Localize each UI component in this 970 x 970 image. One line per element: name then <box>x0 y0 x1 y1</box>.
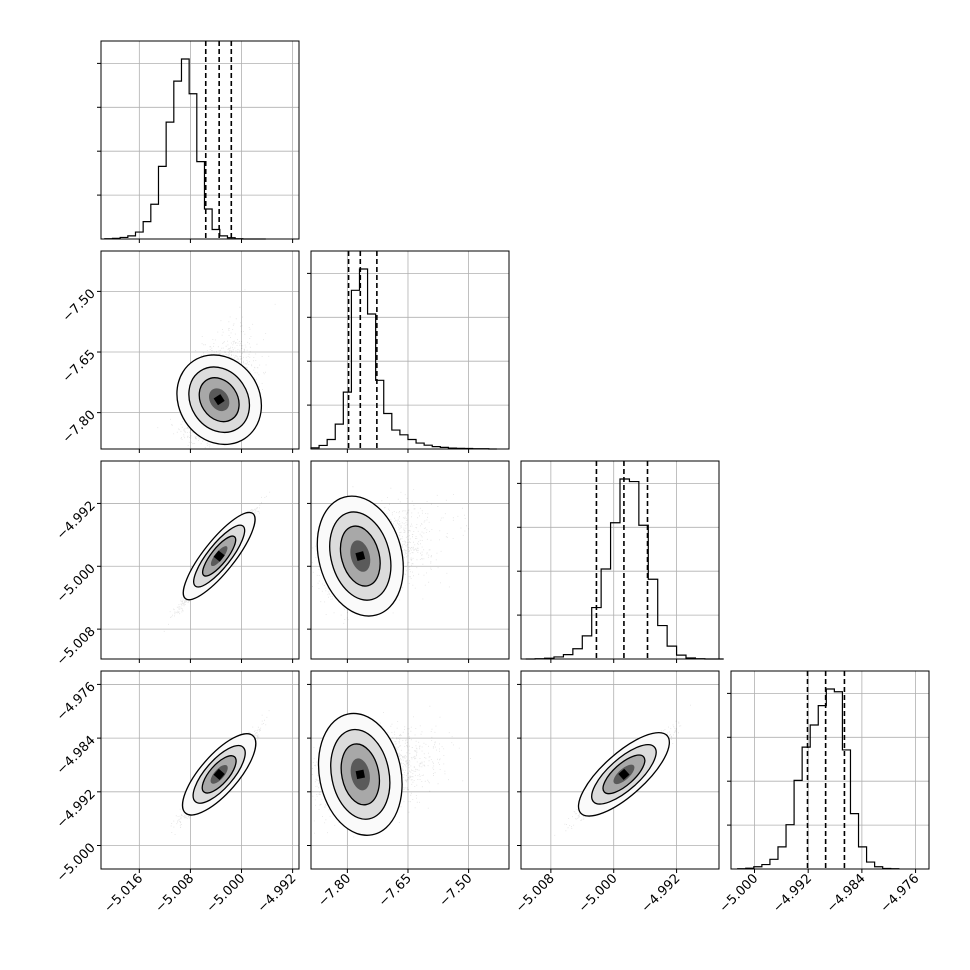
density-peak <box>213 768 225 781</box>
x-tick-label: −4.992 <box>770 871 815 916</box>
panel-frame <box>100 670 300 870</box>
scatter-panel-4-3 <box>520 670 720 870</box>
density-contours <box>317 712 403 836</box>
scatter-panel-3-1 <box>100 460 300 660</box>
density-peak <box>618 768 630 781</box>
x-tick-label: −7.65 <box>376 871 415 910</box>
panel-frame <box>100 40 300 240</box>
histogram-panel-2 <box>307 250 510 450</box>
scatter-panel-4-1 <box>100 670 300 870</box>
panel-content <box>101 251 299 449</box>
histogram-panel-3 <box>517 460 724 660</box>
histogram-panel-1 <box>97 40 300 240</box>
density-peak <box>355 551 366 561</box>
histogram-step <box>104 58 266 240</box>
y-tick-label: −7.65 <box>60 347 99 386</box>
x-tick-label: −5.000 <box>204 871 249 916</box>
panel-frame <box>520 460 720 660</box>
density-contours <box>182 511 256 601</box>
panel-background <box>311 251 509 449</box>
x-tick-label: −4.976 <box>878 871 923 916</box>
x-tick-label: −7.50 <box>437 871 476 910</box>
x-tick-label: −5.000 <box>717 871 762 916</box>
density-contours <box>316 495 404 617</box>
histogram-step <box>737 688 900 870</box>
x-tick-label: −4.992 <box>255 871 300 916</box>
panel-frame <box>520 670 720 870</box>
x-tick-label: −4.984 <box>824 871 869 916</box>
density-peak <box>213 394 225 406</box>
y-tick-label: −5.000 <box>54 561 99 606</box>
panel-content <box>101 461 299 659</box>
panel-frame <box>100 250 300 450</box>
density-contours <box>176 354 263 446</box>
density-contours <box>577 731 671 817</box>
scatter-panel-4-2 <box>310 670 510 870</box>
x-tick-label: −5.000 <box>576 871 621 916</box>
panel-frame <box>310 460 510 660</box>
scatter-panel-2-1 <box>100 250 300 450</box>
x-tick-label: −4.992 <box>639 871 684 916</box>
x-tick-label: −5.008 <box>513 871 558 916</box>
panel-background <box>731 671 929 869</box>
x-tick-label: −5.016 <box>102 871 147 916</box>
x-tick-label: −5.008 <box>153 871 198 916</box>
y-tick-label: −4.992 <box>54 498 99 543</box>
y-tick-label: −7.80 <box>60 408 99 447</box>
scatter-panel-3-2 <box>310 460 510 660</box>
panel-frame <box>310 670 510 870</box>
histogram-step <box>525 478 724 660</box>
density-contours <box>181 733 257 816</box>
y-tick-label: −4.984 <box>54 733 99 778</box>
panel-content <box>101 671 299 869</box>
panel-frame <box>730 670 930 870</box>
panel-content <box>521 671 719 869</box>
histogram-panel-4 <box>727 670 930 870</box>
density-peak <box>213 550 225 562</box>
panel-content <box>311 671 509 869</box>
y-tick-label: −7.50 <box>60 286 99 325</box>
x-tick-label: −7.80 <box>315 871 354 910</box>
panel-frame <box>100 460 300 660</box>
density-peak <box>355 769 366 780</box>
y-tick-label: −4.976 <box>54 679 99 724</box>
y-tick-label: −5.008 <box>54 624 99 669</box>
panel-content <box>311 461 509 659</box>
y-tick-label: −5.000 <box>54 841 99 886</box>
y-tick-label: −4.992 <box>54 787 99 832</box>
histogram-step <box>310 268 497 450</box>
panel-background <box>101 41 299 239</box>
panel-frame <box>310 250 510 450</box>
